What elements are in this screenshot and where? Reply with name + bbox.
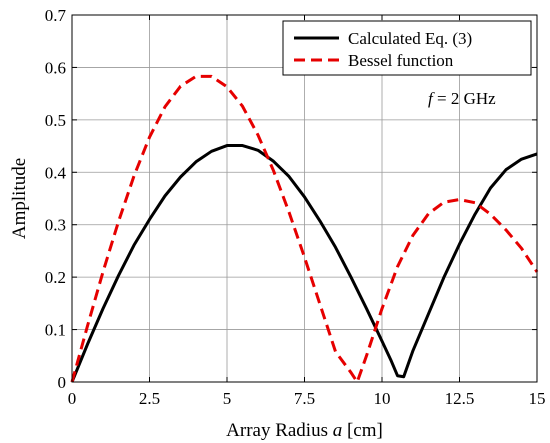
y-tick-labels: 0 0.1 0.2 0.3 0.4 0.5 0.6 0.7 bbox=[45, 6, 67, 392]
y-tick-label: 0.7 bbox=[45, 6, 67, 25]
y-axis-label: Amplitude bbox=[9, 158, 30, 239]
legend-box bbox=[282, 20, 532, 76]
series-line-bessel bbox=[70, 74, 539, 384]
grid bbox=[72, 15, 537, 382]
x-axis-label: Array Radius a [cm] bbox=[226, 420, 383, 441]
legend-label-bessel: Bessel function bbox=[348, 51, 454, 70]
y-tick-label: 0 bbox=[58, 373, 67, 392]
x-tick-label: 7.5 bbox=[294, 389, 315, 408]
y-tick-label: 0.1 bbox=[45, 321, 66, 340]
y-tick-label: 0.4 bbox=[45, 163, 67, 182]
frequency-annotation: f = 2 GHz bbox=[428, 89, 496, 108]
y-tick-label: 0.3 bbox=[45, 216, 66, 235]
y-tick-label: 0.2 bbox=[45, 268, 66, 287]
series-lines bbox=[70, 74, 539, 384]
x-tick-label: 15 bbox=[529, 389, 546, 408]
axis-ticks bbox=[71, 14, 538, 383]
y-tick-label: 0.6 bbox=[45, 58, 66, 77]
x-tick-label: 5 bbox=[223, 389, 232, 408]
legend-label-calculated: Calculated Eq. (3) bbox=[348, 29, 472, 48]
series-line-calculated bbox=[70, 144, 538, 383]
x-tick-label: 0 bbox=[68, 389, 77, 408]
x-tick-label: 2.5 bbox=[139, 389, 160, 408]
legend: Calculated Eq. (3) Bessel function bbox=[282, 20, 532, 76]
x-tick-labels: 0 2.5 5 7.5 10 12.5 15 bbox=[68, 389, 546, 408]
x-tick-label: 12.5 bbox=[445, 389, 475, 408]
x-tick-label: 10 bbox=[374, 389, 391, 408]
y-tick-label: 0.5 bbox=[45, 111, 66, 130]
